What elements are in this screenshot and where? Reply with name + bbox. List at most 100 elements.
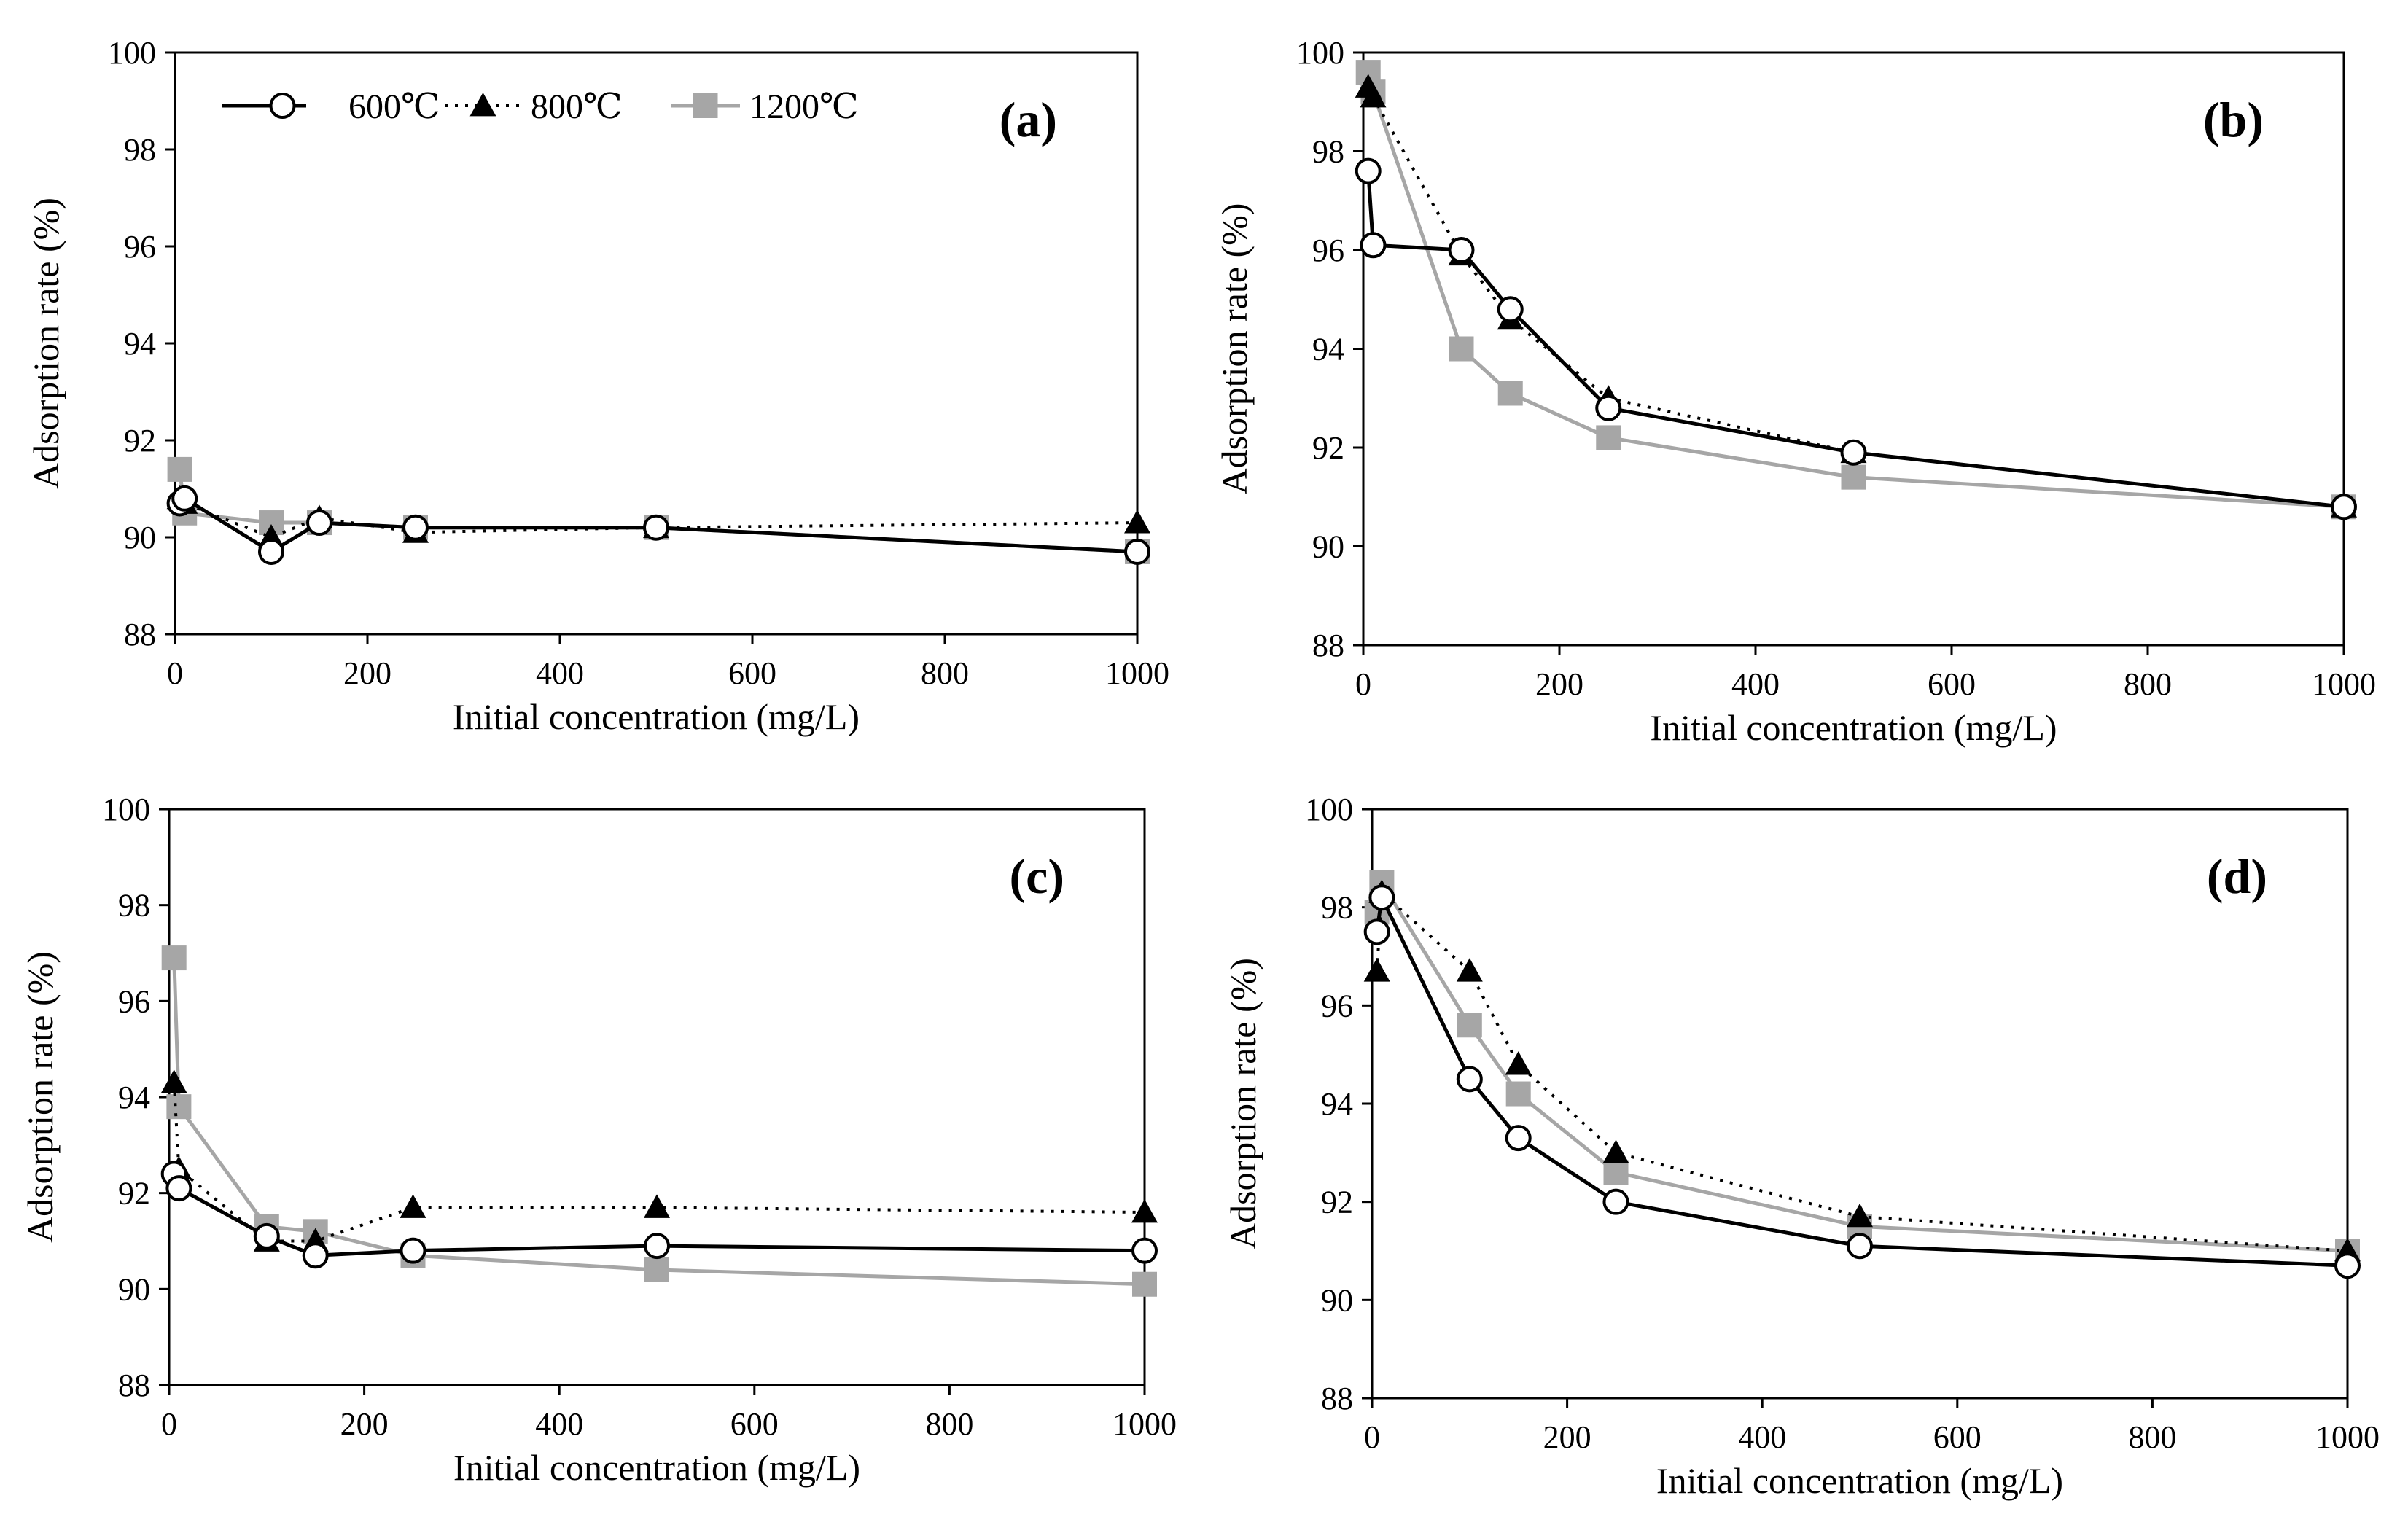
x-tick-label: 0 [1364,1419,1380,1455]
data-point [253,1222,280,1249]
data-point [161,945,187,971]
y-tick-label: 92 [124,423,156,459]
x-tick-label: 600 [728,655,776,691]
panel-label: (d) [2207,849,2267,904]
series-600 [160,1161,1158,1269]
x-tick-label: 1000 [2312,666,2376,702]
data-point [258,538,284,565]
y-tick-label: 92 [1321,1185,1353,1220]
x-tick-label: 200 [343,655,391,691]
y-tick-label: 98 [118,888,150,924]
legend-marker [469,93,496,117]
data-point [1602,1139,1629,1163]
y-tick-label: 94 [1321,1086,1353,1122]
series-600 [1355,157,2357,520]
data-point [160,1069,187,1093]
data-point [306,510,332,537]
y-tick-label: 98 [1312,134,1344,170]
series-600 [166,485,1150,565]
data-point [1360,232,1387,259]
x-tick-label: 200 [1535,666,1583,702]
y-tick-label: 100 [102,792,150,827]
x-tick-label: 400 [1731,666,1780,702]
x-tick-label: 800 [2128,1419,2176,1455]
data-point [166,1094,192,1120]
x-tick-label: 400 [535,1406,583,1442]
series-800 [1363,879,2361,1262]
data-point [1368,884,1395,911]
data-point [1456,1066,1483,1093]
legend-label: 600℃ [348,87,440,126]
x-tick-label: 800 [921,655,969,691]
y-tick-label: 88 [1312,628,1344,663]
y-axis-title: Adsorption rate (%) [26,198,66,489]
y-tick-label: 94 [124,326,156,362]
data-point [1131,1237,1158,1264]
data-point [1131,1199,1158,1223]
panel-label: (c) [1010,849,1064,904]
y-tick-label: 90 [118,1271,150,1307]
panel-label: (a) [1000,92,1057,147]
data-point [1596,425,1621,450]
data-point [1457,1013,1482,1038]
x-tick-label: 600 [1933,1419,1982,1455]
y-tick-label: 92 [1312,430,1344,466]
data-point [644,1233,670,1260]
x-tick-label: 600 [730,1406,779,1442]
x-tick-label: 1000 [1113,1406,1177,1442]
plot-frame [168,808,1146,1386]
data-point [402,514,429,541]
panel-label: (b) [2203,92,2264,147]
x-tick-label: 1000 [2315,1419,2380,1455]
y-tick-label: 88 [118,1368,150,1403]
data-point [302,1242,329,1269]
data-point [1847,1203,1873,1228]
data-point [2334,1252,2361,1279]
legend-label: 800℃ [531,87,623,126]
y-axis-title: Adsorption rate (%) [20,951,61,1243]
x-tick-label: 400 [1738,1419,1786,1455]
y-tick-label: 100 [1305,792,1353,827]
data-point [1456,958,1483,982]
x-axis-title: Initial concentration (mg/L) [453,696,860,737]
data-point [1841,464,1866,490]
data-point [1840,439,1867,466]
y-tick-label: 90 [1312,529,1344,565]
x-tick-label: 1000 [1105,655,1169,691]
data-point [1505,1081,1531,1107]
x-axis-title: Initial concentration (mg/L) [1656,1460,2063,1501]
data-point [643,514,669,541]
data-point [1124,510,1150,534]
y-tick-label: 96 [124,229,156,265]
x-tick-label: 400 [536,655,584,691]
data-point [1595,394,1622,421]
y-tick-label: 88 [1321,1381,1353,1416]
x-axis-title: Initial concentration (mg/L) [453,1447,860,1488]
data-point [1603,1160,1629,1185]
x-tick-label: 800 [925,1406,973,1442]
data-point [1363,958,1390,982]
series-600 [1363,884,2361,1279]
data-point [1497,381,1523,406]
data-point [1124,538,1150,565]
y-axis-title: Adsorption rate (%) [1223,958,1263,1249]
y-tick-label: 98 [1321,890,1353,926]
x-tick-label: 800 [2124,666,2172,702]
data-point [1602,1188,1629,1215]
data-point [165,1175,192,1202]
x-tick-label: 600 [1928,666,1976,702]
legend-label: 1200℃ [749,87,859,126]
data-point [1505,1125,1532,1152]
y-tick-label: 92 [118,1176,150,1212]
data-point [167,456,192,482]
data-point [1847,1233,1873,1260]
data-point [644,1194,670,1218]
y-tick-label: 96 [118,983,150,1019]
x-tick-label: 200 [340,1406,389,1442]
x-tick-label: 200 [1543,1419,1591,1455]
